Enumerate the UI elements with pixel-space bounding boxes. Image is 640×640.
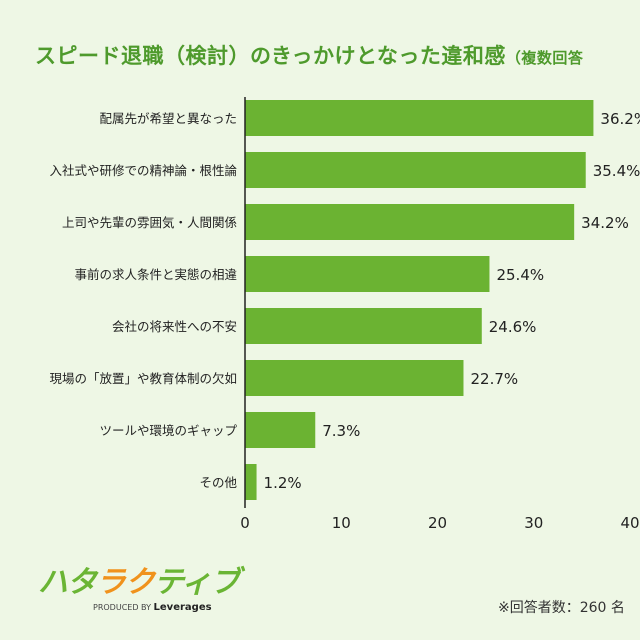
x-tick-label: 10 (332, 514, 351, 532)
bar (245, 256, 490, 292)
logo-wordmark: ハタラクティブ (38, 565, 240, 600)
title-text: スピード退職（検討）のきっかけとなった違和感 (35, 44, 506, 68)
chart-subtitle: （複数回答 (505, 49, 584, 67)
bar (245, 100, 594, 136)
data-label: 24.6% (489, 318, 537, 336)
data-label: 25.4% (496, 266, 544, 284)
data-label: 35.4% (593, 162, 640, 180)
category-label: 配属先が希望と異なった (99, 111, 237, 126)
data-label: 34.2% (581, 214, 629, 232)
category-label: 会社の将来性への不安 (112, 319, 237, 334)
bar (245, 360, 464, 396)
data-label: 22.7% (470, 370, 518, 388)
category-label: その他 (199, 475, 237, 490)
category-label: 上司や先輩の雰囲気・人間関係 (62, 215, 237, 230)
data-label: 36.2% (600, 110, 640, 128)
x-tick-label: 30 (524, 514, 543, 532)
category-label: 現場の「放置」や教育体制の欠如 (49, 371, 237, 386)
logo-produced-by: PRODUCED BY Leverages (93, 602, 212, 613)
x-tick-label: 20 (428, 514, 447, 532)
respondent-count-note: ※回答者数：260 名 (498, 600, 625, 616)
bar (245, 412, 316, 448)
category-label: 事前の求人条件と実態の相違 (74, 267, 237, 282)
x-tick-label: 0 (240, 514, 250, 532)
data-label: 7.3% (322, 422, 360, 440)
data-label: 1.2% (264, 474, 302, 492)
bar (245, 308, 482, 344)
bar (245, 204, 575, 240)
bar (245, 152, 586, 188)
chart-title: スピード退職（検討）のきっかけとなった違和感（複数回答 (35, 40, 583, 70)
bar (245, 464, 257, 500)
hataractive-logo: ハタラクティブ PRODUCED BY Leverages (38, 565, 240, 614)
category-label: 入社式や研修での精神論・根性論 (49, 163, 237, 178)
category-label: ツールや環境のギャップ (99, 423, 237, 438)
x-tick-label: 40 (620, 514, 639, 532)
